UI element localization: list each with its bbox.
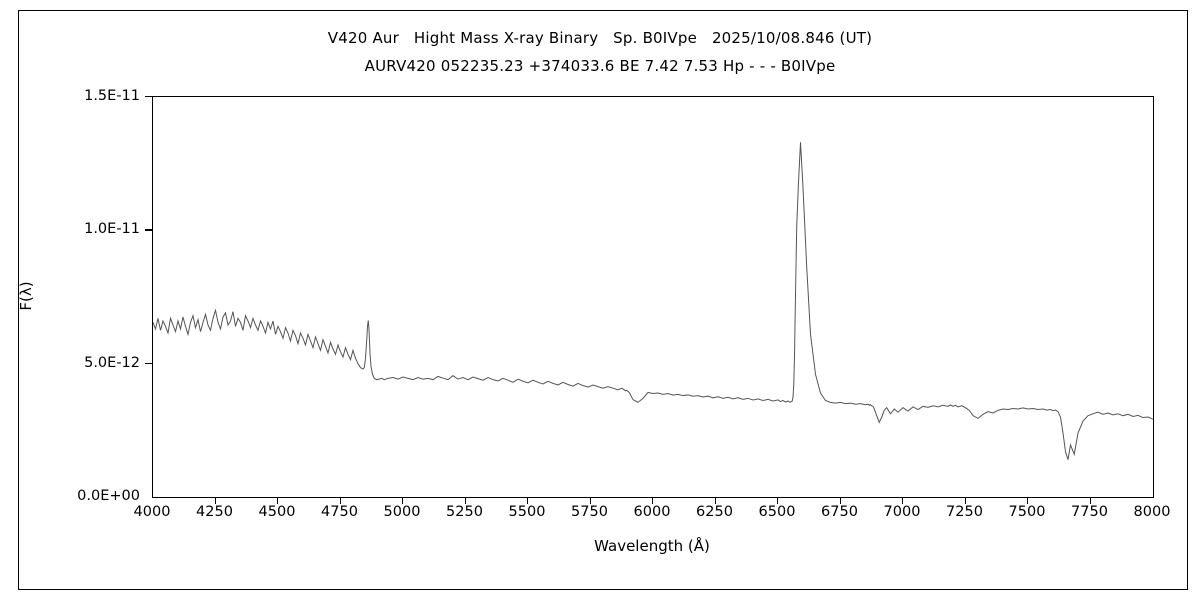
x-tick-label: 6750 xyxy=(821,504,858,520)
spectrum-polyline xyxy=(153,142,1153,459)
x-tick-label: 6250 xyxy=(696,504,733,520)
x-tick-label: 8000 xyxy=(1133,504,1171,520)
x-tick-label: 4500 xyxy=(258,504,296,520)
plot-title-line-1: V420 Aur Hight Mass X-ray Binary Sp. B0I… xyxy=(327,29,873,47)
x-tick-mark xyxy=(902,497,904,504)
y-tick-label: 5.0E-12 xyxy=(84,354,140,371)
x-tick-mark xyxy=(964,497,966,504)
x-tick-label: 5250 xyxy=(446,504,483,520)
x-tick-label: 4000 xyxy=(133,504,171,520)
y-tick-label: 0.0E+00 xyxy=(77,488,140,504)
x-tick-mark xyxy=(777,497,779,504)
y-tick-label: 1.5E-11 xyxy=(84,88,140,104)
x-tick-mark xyxy=(652,497,654,504)
y-tick-mark xyxy=(145,362,152,365)
x-tick-label: 5500 xyxy=(508,504,546,520)
x-tick-mark xyxy=(464,497,466,504)
x-tick-mark xyxy=(339,497,341,504)
x-tick-mark xyxy=(1027,497,1029,504)
y-tick-mark xyxy=(145,96,152,98)
x-tick-label: 7750 xyxy=(1071,504,1108,520)
x-tick-label: 6000 xyxy=(633,504,671,520)
x-tick-label: 6500 xyxy=(758,504,796,520)
x-tick-label: 4750 xyxy=(321,504,358,520)
y-tick-mark xyxy=(145,229,152,231)
x-tick-label: 5000 xyxy=(383,504,421,520)
y-tick-label: 1.0E-11 xyxy=(84,221,140,238)
x-tick-mark xyxy=(1089,497,1091,504)
x-tick-label: 7000 xyxy=(883,504,921,520)
x-tick-label: 4250 xyxy=(196,504,233,520)
x-axis-label: Wavelength (Å) xyxy=(594,537,710,555)
x-tick-mark xyxy=(277,497,279,504)
x-tick-mark xyxy=(214,497,216,504)
x-tick-label: 7250 xyxy=(946,504,983,520)
x-tick-mark xyxy=(527,497,529,504)
x-tick-mark xyxy=(839,497,841,504)
plot-frame xyxy=(152,96,1154,498)
x-tick-mark xyxy=(714,497,716,504)
plot-title-line-2: AURV420 052235.23 +374033.6 BE 7.42 7.53… xyxy=(364,57,836,75)
x-tick-mark xyxy=(402,497,404,504)
x-tick-mark xyxy=(589,497,591,504)
spectrum-trace xyxy=(153,97,1153,497)
y-axis-label: F(λ) xyxy=(17,281,35,311)
x-tick-label: 7500 xyxy=(1008,504,1046,520)
x-tick-label: 5750 xyxy=(571,504,608,520)
